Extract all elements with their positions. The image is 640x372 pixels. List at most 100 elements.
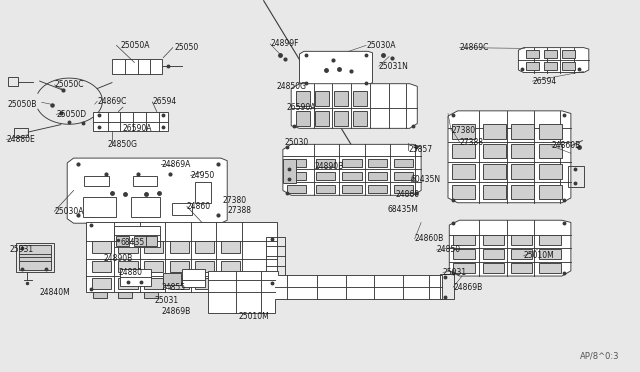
Bar xyxy=(511,144,534,158)
Bar xyxy=(511,124,534,139)
Text: 68435: 68435 xyxy=(120,238,145,247)
Text: 24860: 24860 xyxy=(396,190,420,199)
Text: 24890B: 24890B xyxy=(104,254,133,263)
Bar xyxy=(511,263,532,273)
Bar xyxy=(539,144,562,158)
Bar xyxy=(483,164,506,179)
Bar xyxy=(92,278,111,289)
Bar xyxy=(452,124,475,139)
Text: 24850G: 24850G xyxy=(276,82,307,91)
Text: 27380: 27380 xyxy=(223,196,247,205)
Text: 68435M: 68435M xyxy=(387,205,418,214)
Bar xyxy=(483,185,506,199)
Bar xyxy=(92,241,111,253)
Text: 25031: 25031 xyxy=(443,268,467,277)
Bar xyxy=(342,185,362,193)
Bar xyxy=(526,50,539,58)
Text: 25050B: 25050B xyxy=(8,100,37,109)
Bar xyxy=(144,261,163,272)
Bar xyxy=(316,172,335,180)
Bar xyxy=(283,159,296,183)
Text: 24869C: 24869C xyxy=(460,43,489,52)
Bar xyxy=(483,124,506,139)
Text: 27380: 27380 xyxy=(451,126,476,135)
Bar xyxy=(144,278,163,289)
Bar xyxy=(453,235,475,245)
Bar xyxy=(92,261,111,272)
Bar xyxy=(539,185,562,199)
Bar xyxy=(483,263,504,273)
Bar xyxy=(453,249,475,259)
Text: 24890B: 24890B xyxy=(315,162,344,171)
Bar xyxy=(342,159,362,167)
Bar xyxy=(120,269,151,286)
Polygon shape xyxy=(67,158,227,223)
Bar xyxy=(182,269,205,287)
Bar xyxy=(144,241,163,253)
Bar xyxy=(118,278,138,289)
Bar xyxy=(118,241,138,253)
Text: 25857: 25857 xyxy=(408,145,433,154)
Bar xyxy=(452,164,475,179)
Bar xyxy=(118,292,132,298)
Bar xyxy=(353,91,367,106)
Bar xyxy=(86,222,277,292)
Bar xyxy=(544,62,557,70)
Bar xyxy=(195,241,214,253)
Text: 25030A: 25030A xyxy=(366,41,396,50)
Text: 24850: 24850 xyxy=(436,246,461,254)
Text: 24899F: 24899F xyxy=(270,39,299,48)
Polygon shape xyxy=(518,48,589,73)
Bar xyxy=(287,172,306,180)
Bar xyxy=(195,261,214,272)
Bar xyxy=(316,185,335,193)
Bar xyxy=(16,243,54,272)
Bar xyxy=(19,245,51,270)
Text: AP/8^0:3: AP/8^0:3 xyxy=(580,351,620,360)
Bar xyxy=(170,278,189,289)
Bar xyxy=(221,241,240,253)
Bar xyxy=(195,182,211,203)
Text: 25050A: 25050A xyxy=(120,41,150,50)
Bar xyxy=(116,236,129,246)
Text: 25031N: 25031N xyxy=(379,62,409,71)
Polygon shape xyxy=(448,111,571,203)
Bar xyxy=(114,226,160,247)
Bar xyxy=(163,273,181,285)
Bar xyxy=(562,62,575,70)
Bar xyxy=(133,176,157,186)
Text: 24869B: 24869B xyxy=(453,283,483,292)
Text: 25031: 25031 xyxy=(155,296,179,305)
Bar xyxy=(368,185,387,193)
Bar xyxy=(544,50,557,58)
Bar xyxy=(266,237,285,286)
Bar xyxy=(144,292,158,298)
Polygon shape xyxy=(291,84,417,128)
Text: 24840M: 24840M xyxy=(40,288,70,296)
Polygon shape xyxy=(449,220,571,276)
Bar xyxy=(172,203,192,215)
Bar xyxy=(394,185,413,193)
Bar xyxy=(511,185,534,199)
Bar xyxy=(334,91,348,106)
Bar xyxy=(112,59,162,74)
Text: 24855: 24855 xyxy=(161,283,186,292)
Text: 24869B: 24869B xyxy=(161,307,191,316)
Bar xyxy=(483,249,504,259)
Bar xyxy=(440,274,454,299)
Text: 25050C: 25050C xyxy=(54,80,84,89)
Text: 24869C: 24869C xyxy=(97,97,127,106)
Bar xyxy=(452,185,475,199)
Bar xyxy=(368,159,387,167)
Text: 24860: 24860 xyxy=(187,202,211,211)
Text: 24880E: 24880E xyxy=(6,135,35,144)
Bar xyxy=(118,261,138,272)
Text: 25030: 25030 xyxy=(285,138,309,147)
Bar xyxy=(394,172,413,180)
Bar xyxy=(334,111,348,126)
Text: 26590A: 26590A xyxy=(287,103,316,112)
Polygon shape xyxy=(300,51,372,85)
Bar xyxy=(8,77,18,86)
Bar xyxy=(568,166,584,187)
Bar xyxy=(146,236,157,246)
